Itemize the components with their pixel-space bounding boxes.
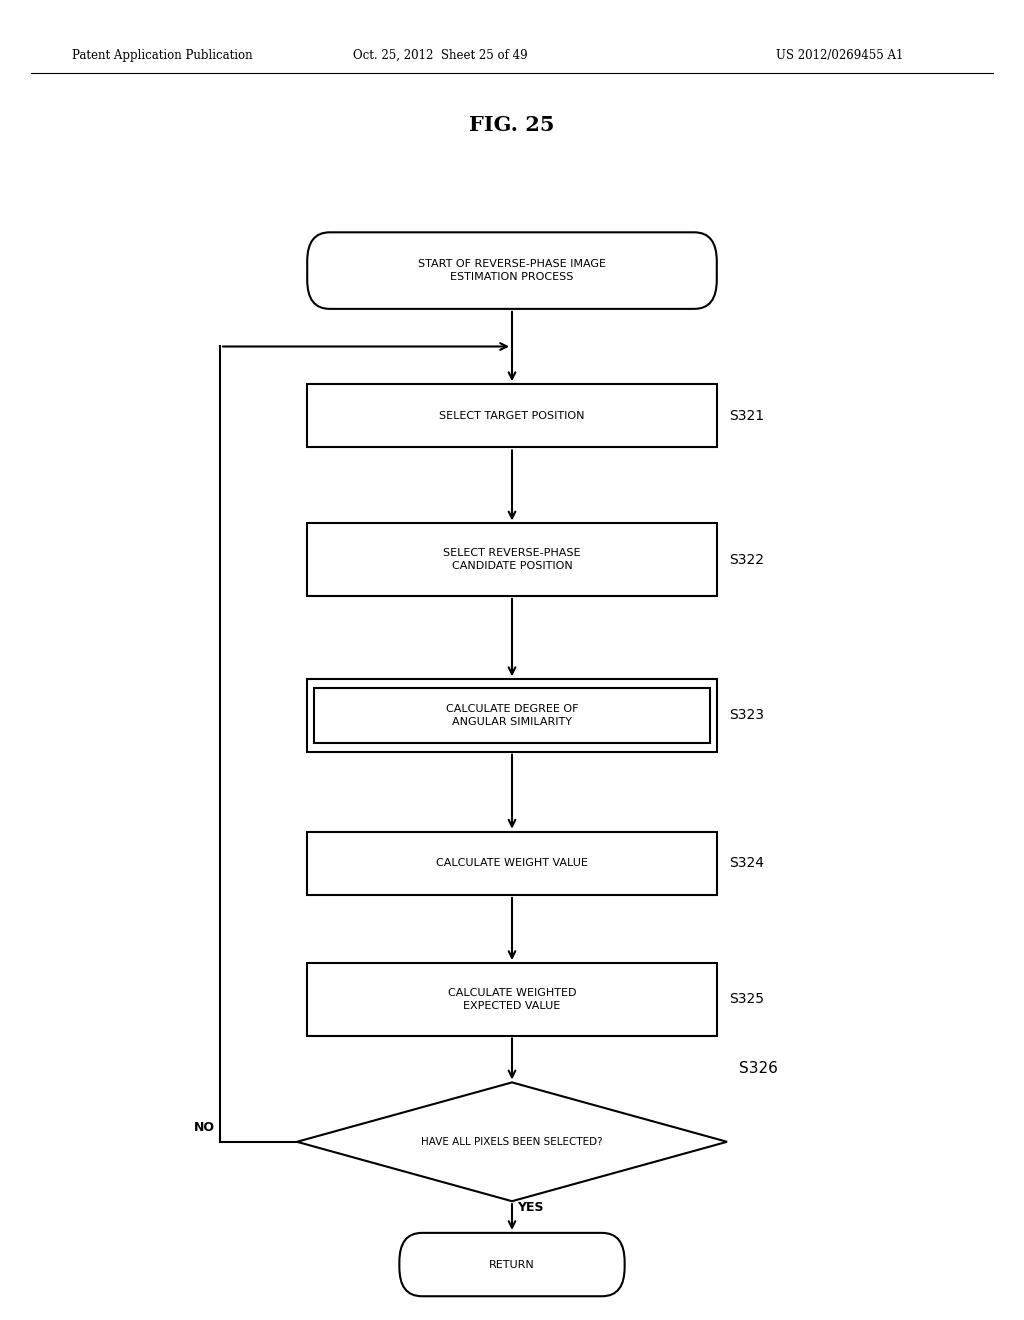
Text: S321: S321 bbox=[729, 409, 764, 422]
Text: S323: S323 bbox=[729, 709, 764, 722]
Text: Oct. 25, 2012  Sheet 25 of 49: Oct. 25, 2012 Sheet 25 of 49 bbox=[353, 49, 527, 62]
Text: FIG. 25: FIG. 25 bbox=[469, 115, 555, 136]
Text: SELECT REVERSE-PHASE
CANDIDATE POSITION: SELECT REVERSE-PHASE CANDIDATE POSITION bbox=[443, 548, 581, 572]
Text: Patent Application Publication: Patent Application Publication bbox=[72, 49, 252, 62]
Text: CALCULATE WEIGHTED
EXPECTED VALUE: CALCULATE WEIGHTED EXPECTED VALUE bbox=[447, 987, 577, 1011]
Text: CALCULATE WEIGHT VALUE: CALCULATE WEIGHT VALUE bbox=[436, 858, 588, 869]
Polygon shape bbox=[297, 1082, 727, 1201]
FancyBboxPatch shape bbox=[307, 232, 717, 309]
Text: S322: S322 bbox=[729, 553, 764, 566]
Bar bbox=[307, 678, 717, 752]
Text: S325: S325 bbox=[729, 993, 764, 1006]
Bar bbox=[307, 832, 717, 895]
Text: S326: S326 bbox=[739, 1061, 778, 1076]
Text: US 2012/0269455 A1: US 2012/0269455 A1 bbox=[776, 49, 903, 62]
Text: RETURN: RETURN bbox=[489, 1259, 535, 1270]
Text: START OF REVERSE-PHASE IMAGE
ESTIMATION PROCESS: START OF REVERSE-PHASE IMAGE ESTIMATION … bbox=[418, 259, 606, 282]
Bar bbox=[307, 964, 717, 1035]
Text: HAVE ALL PIXELS BEEN SELECTED?: HAVE ALL PIXELS BEEN SELECTED? bbox=[421, 1137, 603, 1147]
Text: S324: S324 bbox=[729, 857, 764, 870]
Text: SELECT TARGET POSITION: SELECT TARGET POSITION bbox=[439, 411, 585, 421]
FancyBboxPatch shape bbox=[399, 1233, 625, 1296]
Text: YES: YES bbox=[517, 1201, 544, 1214]
Bar bbox=[307, 523, 717, 597]
Bar bbox=[307, 384, 717, 447]
Text: NO: NO bbox=[194, 1121, 215, 1134]
Text: CALCULATE DEGREE OF
ANGULAR SIMILARITY: CALCULATE DEGREE OF ANGULAR SIMILARITY bbox=[445, 704, 579, 727]
Bar bbox=[314, 689, 710, 742]
